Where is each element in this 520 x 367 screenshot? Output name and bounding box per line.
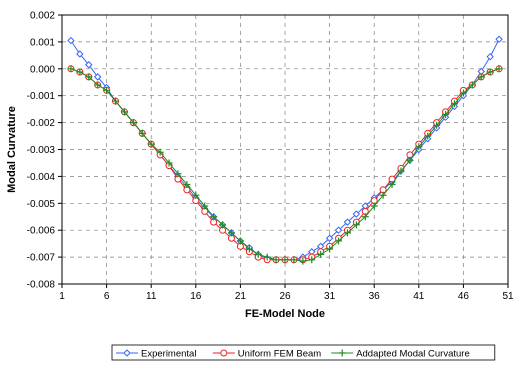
x-tick-label: 6 <box>104 291 110 302</box>
data-point-addapted-modal-curvature <box>424 132 432 140</box>
legend: Experimental Uniform FEM Beam Addapted Mod… <box>111 344 496 361</box>
data-point-addapted-modal-curvature <box>299 257 307 265</box>
data-point-addapted-modal-curvature <box>326 245 334 253</box>
data-point-addapted-modal-curvature <box>219 221 227 229</box>
x-tick-label: 46 <box>458 291 470 302</box>
data-point-experimental <box>486 52 494 61</box>
legend-label-experimental: Experimental <box>141 349 196 360</box>
data-point-addapted-modal-curvature <box>450 100 458 108</box>
data-point-addapted-modal-curvature <box>103 86 111 94</box>
data-point-addapted-modal-curvature <box>495 65 503 73</box>
data-point-addapted-modal-curvature <box>156 148 164 156</box>
y-tick-label: -0.004 <box>27 172 56 183</box>
grid-layer <box>62 15 508 284</box>
y-axis-title: Modal Curvature <box>6 106 18 193</box>
y-tick-label: -0.003 <box>27 145 56 156</box>
data-point-addapted-modal-curvature <box>165 159 173 167</box>
data-point-addapted-modal-curvature <box>281 256 289 264</box>
x-tick-label: 41 <box>413 291 425 302</box>
data-point-addapted-modal-curvature <box>263 253 271 261</box>
data-point-addapted-modal-curvature <box>388 180 396 188</box>
data-point-addapted-modal-curvature <box>397 167 405 175</box>
data-point-experimental <box>93 73 102 81</box>
data-point-addapted-modal-curvature <box>317 250 325 258</box>
data-point-experimental <box>334 226 343 234</box>
legend-label-addapted-modal-curvature: Addapted Modal Curvature <box>356 349 470 360</box>
y-axis-ticks: 0.002 0.001 0.000 -0.001 -0.002 -0.003 -0.004 -… <box>27 11 62 291</box>
legend-marker-experimental <box>123 349 131 357</box>
y-tick-label: 0.000 <box>30 64 55 75</box>
data-point-addapted-modal-curvature <box>290 256 298 264</box>
data-point-addapted-modal-curvature <box>406 156 414 164</box>
data-point-addapted-modal-curvature <box>335 237 343 245</box>
data-point-addapted-modal-curvature <box>210 213 218 221</box>
data-point-addapted-modal-curvature <box>477 73 485 81</box>
data-point-addapted-modal-curvature <box>227 229 235 237</box>
y-tick-label: -0.001 <box>27 91 56 102</box>
data-point-addapted-modal-curvature <box>433 121 441 129</box>
data-point-experimental <box>76 50 84 58</box>
legend-marker-addapted-modal-curvature <box>338 349 346 357</box>
data-point-experimental <box>343 218 352 226</box>
data-point-addapted-modal-curvature <box>120 108 128 116</box>
series-addapted-modal-curvature <box>67 65 503 265</box>
data-point-addapted-modal-curvature <box>112 97 120 105</box>
data-point-experimental <box>85 61 93 69</box>
data-point-addapted-modal-curvature <box>236 237 244 245</box>
data-point-addapted-modal-curvature <box>308 256 316 264</box>
y-tick-label: -0.008 <box>27 280 56 291</box>
data-point-addapted-modal-curvature <box>201 202 209 210</box>
data-point-addapted-modal-curvature <box>254 250 262 258</box>
series-layer <box>67 35 503 265</box>
x-tick-label: 36 <box>369 291 381 302</box>
y-tick-label: -0.006 <box>27 226 56 237</box>
series-experimental <box>67 35 503 264</box>
data-point-addapted-modal-curvature <box>370 202 378 210</box>
data-point-addapted-modal-curvature <box>147 140 155 148</box>
x-tick-label: 16 <box>190 291 202 302</box>
data-point-addapted-modal-curvature <box>272 256 280 264</box>
x-tick-label: 1 <box>59 291 65 302</box>
legend-marker-uniform-fem-beam <box>220 349 228 357</box>
y-tick-label: 0.002 <box>30 11 55 22</box>
x-tick-label: 21 <box>235 291 247 302</box>
data-point-addapted-modal-curvature <box>192 191 200 199</box>
data-point-experimental <box>495 35 503 43</box>
data-point-addapted-modal-curvature <box>379 191 387 199</box>
data-point-addapted-modal-curvature <box>442 111 450 119</box>
y-tick-label: 0.001 <box>30 37 55 48</box>
x-tick-label: 11 <box>146 291 157 302</box>
data-point-addapted-modal-curvature <box>67 65 75 73</box>
y-tick-label: -0.007 <box>27 253 56 264</box>
x-tick-label: 51 <box>502 291 514 302</box>
data-point-addapted-modal-curvature <box>85 73 93 81</box>
data-point-addapted-modal-curvature <box>76 68 84 76</box>
data-point-addapted-modal-curvature <box>343 229 351 237</box>
legend-box <box>111 344 496 361</box>
x-axis-title: FE-Model Node <box>245 308 325 320</box>
data-point-addapted-modal-curvature <box>415 143 423 151</box>
data-point-addapted-modal-curvature <box>486 68 494 76</box>
data-point-addapted-modal-curvature <box>468 81 476 89</box>
data-point-addapted-modal-curvature <box>459 89 467 97</box>
data-point-addapted-modal-curvature <box>361 213 369 221</box>
y-tick-label: -0.005 <box>27 199 56 210</box>
data-point-addapted-modal-curvature <box>174 170 182 178</box>
data-point-addapted-modal-curvature <box>138 129 146 137</box>
y-tick-label: -0.002 <box>27 118 56 129</box>
data-point-addapted-modal-curvature <box>245 245 253 253</box>
data-point-addapted-modal-curvature <box>183 180 191 188</box>
x-tick-label: 31 <box>324 291 336 302</box>
x-axis-ticks: 1 6 11 16 21 26 31 36 41 46 51 <box>59 284 514 302</box>
x-tick-label: 26 <box>279 291 291 302</box>
data-point-addapted-modal-curvature <box>94 81 102 89</box>
data-point-experimental <box>67 36 75 45</box>
data-point-addapted-modal-curvature <box>352 221 360 229</box>
data-point-addapted-modal-curvature <box>129 119 137 127</box>
legend-label-uniform-fem-beam: Uniform FEM Beam <box>238 349 321 360</box>
data-point-experimental <box>352 210 361 218</box>
data-point-experimental <box>325 234 334 242</box>
